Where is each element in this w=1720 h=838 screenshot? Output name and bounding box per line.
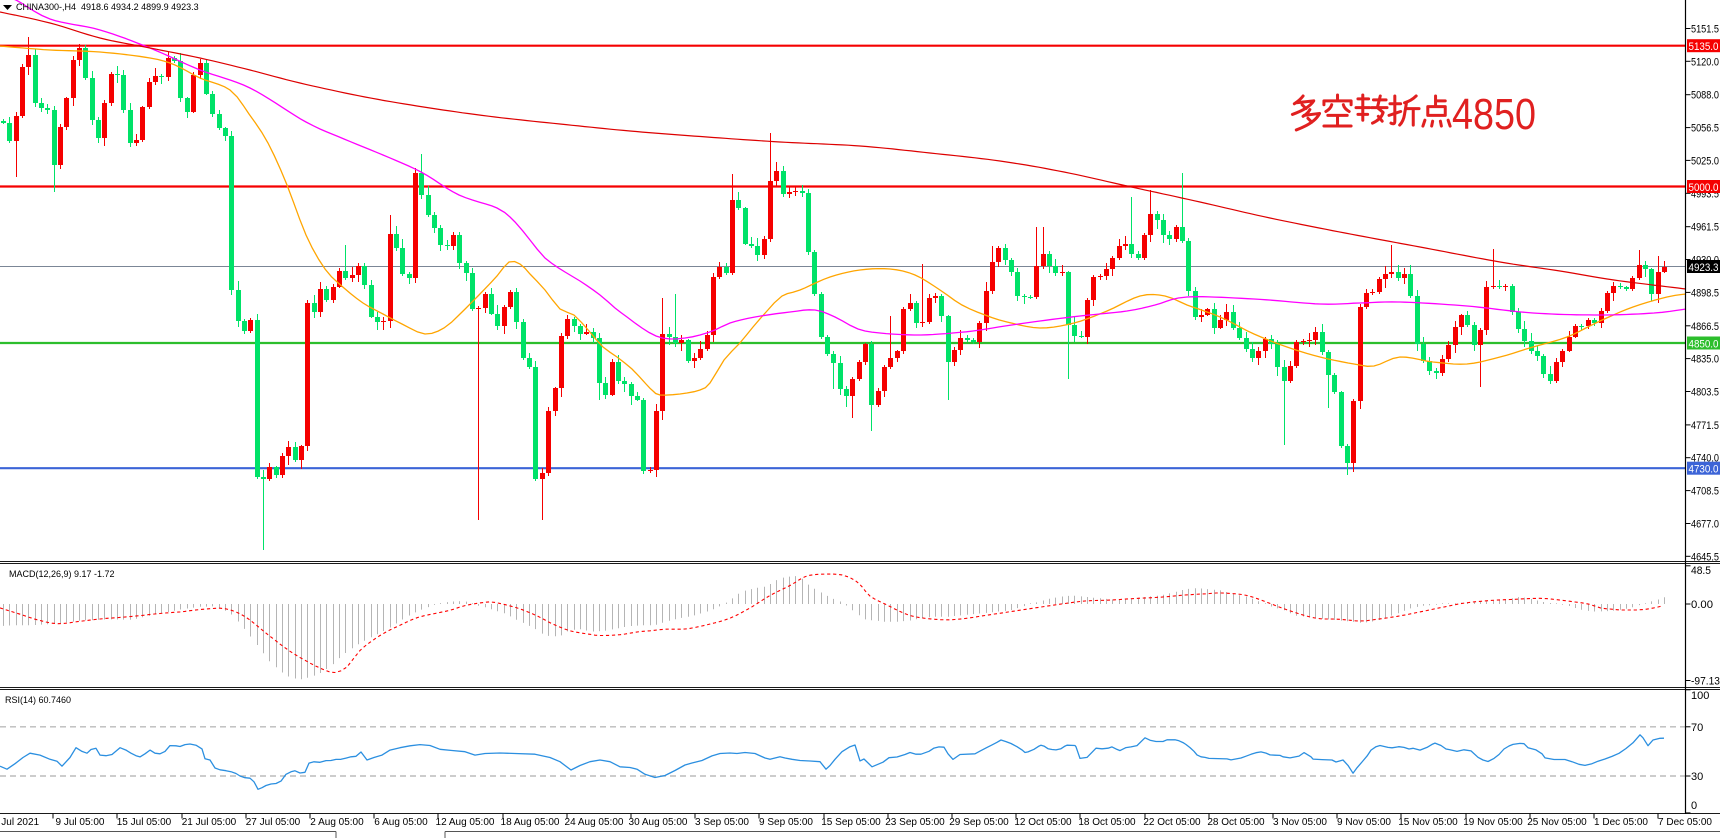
svg-text:4835.0: 4835.0 — [1691, 354, 1719, 366]
svg-text:4961.5: 4961.5 — [1691, 222, 1719, 234]
svg-text:21 Jul 05:00: 21 Jul 05:00 — [182, 817, 237, 828]
svg-text:100: 100 — [1691, 690, 1709, 702]
svg-text:5000.0: 5000.0 — [1689, 182, 1719, 194]
svg-text:RSI(14) 60.7460: RSI(14) 60.7460 — [5, 695, 71, 705]
svg-text:5088.0: 5088.0 — [1691, 90, 1719, 102]
svg-text:23 Sep 05:00: 23 Sep 05:00 — [885, 817, 945, 828]
svg-text:22 Oct 05:00: 22 Oct 05:00 — [1143, 817, 1201, 828]
svg-text:28 Oct 05:00: 28 Oct 05:00 — [1207, 817, 1265, 828]
svg-text:5135.0: 5135.0 — [1689, 41, 1719, 53]
svg-text:12 Aug 05:00: 12 Aug 05:00 — [436, 817, 495, 828]
svg-text:5120.0: 5120.0 — [1691, 56, 1719, 68]
svg-text:4850.0: 4850.0 — [1689, 339, 1719, 351]
svg-text:4677.0: 4677.0 — [1691, 519, 1719, 531]
svg-text:12 Oct 05:00: 12 Oct 05:00 — [1014, 817, 1072, 828]
svg-text:70: 70 — [1691, 722, 1703, 734]
svg-text:3 Nov 05:00: 3 Nov 05:00 — [1273, 817, 1327, 828]
svg-text:5151.5: 5151.5 — [1691, 24, 1719, 36]
svg-text:4923.3: 4923.3 — [1689, 262, 1719, 274]
svg-text:5025.0: 5025.0 — [1691, 155, 1719, 167]
svg-text:9 Nov 05:00: 9 Nov 05:00 — [1337, 817, 1391, 828]
svg-text:19 Nov 05:00: 19 Nov 05:00 — [1463, 817, 1523, 828]
svg-text:15 Nov 05:00: 15 Nov 05:00 — [1398, 817, 1458, 828]
svg-text:4850: 4850 — [1452, 90, 1536, 139]
svg-text:6 Aug 05:00: 6 Aug 05:00 — [374, 817, 428, 828]
svg-text:0: 0 — [1691, 800, 1697, 812]
svg-text:18 Oct 05:00: 18 Oct 05:00 — [1078, 817, 1136, 828]
svg-text:4730.0: 4730.0 — [1689, 464, 1719, 476]
svg-text:4771.5: 4771.5 — [1691, 420, 1719, 432]
svg-text:27 Jul 05:00: 27 Jul 05:00 — [246, 817, 301, 828]
svg-text:5 Jul 2021: 5 Jul 2021 — [0, 817, 40, 828]
svg-text:9 Sep 05:00: 9 Sep 05:00 — [759, 817, 813, 828]
svg-text:4803.5: 4803.5 — [1691, 387, 1719, 399]
svg-text:MACD(12,26,9) 9.17 -1.72: MACD(12,26,9) 9.17 -1.72 — [9, 569, 115, 579]
svg-text:48.5: 48.5 — [1691, 565, 1711, 577]
svg-text:-97.13: -97.13 — [1691, 676, 1720, 688]
svg-text:3 Sep 05:00: 3 Sep 05:00 — [695, 817, 749, 828]
svg-text:4708.5: 4708.5 — [1691, 486, 1719, 498]
svg-text:2 Aug 05:00: 2 Aug 05:00 — [310, 817, 364, 828]
svg-text:4645.5: 4645.5 — [1691, 551, 1719, 563]
svg-text:30 Aug 05:00: 30 Aug 05:00 — [629, 817, 688, 828]
svg-text:9 Jul 05:00: 9 Jul 05:00 — [56, 817, 105, 828]
svg-text:CHINA300-,H4 4918.6 4934.2 48: CHINA300-,H4 4918.6 4934.2 4899.9 4923.3 — [16, 2, 199, 12]
svg-text:18 Aug 05:00: 18 Aug 05:00 — [501, 817, 560, 828]
svg-text:15 Sep 05:00: 15 Sep 05:00 — [821, 817, 881, 828]
svg-text:25 Nov 05:00: 25 Nov 05:00 — [1527, 817, 1587, 828]
svg-text:29 Sep 05:00: 29 Sep 05:00 — [949, 817, 1009, 828]
svg-text:7 Dec 05:00: 7 Dec 05:00 — [1658, 817, 1712, 828]
svg-text:15 Jul 05:00: 15 Jul 05:00 — [117, 817, 172, 828]
svg-text:4898.5: 4898.5 — [1691, 287, 1719, 299]
svg-text:0.00: 0.00 — [1691, 599, 1713, 611]
svg-text:24 Aug 05:00: 24 Aug 05:00 — [565, 817, 624, 828]
svg-text:4866.5: 4866.5 — [1691, 321, 1719, 333]
svg-text:30: 30 — [1691, 771, 1703, 783]
svg-text:1 Dec 05:00: 1 Dec 05:00 — [1594, 817, 1648, 828]
svg-text:5056.5: 5056.5 — [1691, 123, 1719, 135]
